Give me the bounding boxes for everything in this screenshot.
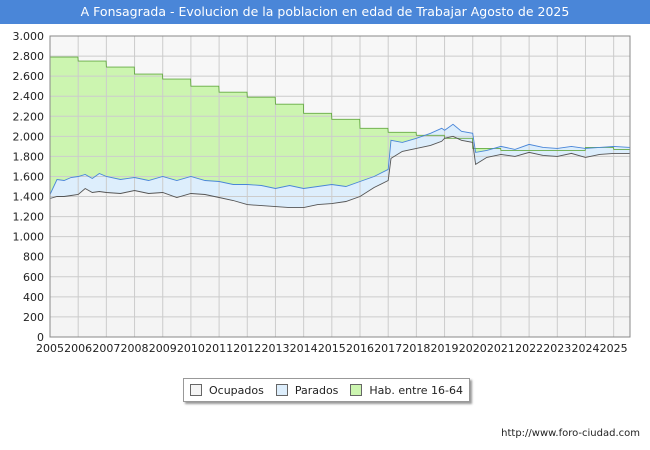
x-tick-label-0: 2005 <box>36 342 64 355</box>
x-tick-label-5: 2010 <box>177 342 205 355</box>
x-tick-label-20: 2025 <box>600 342 628 355</box>
y-tick-label-11: 2.200 <box>13 110 45 123</box>
source-url[interactable]: http://www.foro-ciudad.com <box>501 428 640 439</box>
x-tick-label-1: 2006 <box>64 342 92 355</box>
legend-label-ocupados: Ocupados <box>208 383 264 397</box>
line-ocupados <box>49 135 630 209</box>
x-tick-label-15: 2020 <box>459 342 487 355</box>
y-tick-label-0: 0 <box>37 331 44 344</box>
legend-swatch-ocupados <box>189 384 202 396</box>
legend-item-parados: Parados <box>275 383 339 397</box>
x-tick-label-19: 2024 <box>571 342 599 355</box>
y-tick-label-15: 3.000 <box>13 30 45 43</box>
x-tick-label-16: 2021 <box>487 342 515 355</box>
y-tick-label-8: 1.600 <box>13 170 45 183</box>
x-tick-label-14: 2019 <box>431 342 459 355</box>
x-tick-label-2: 2007 <box>92 342 120 355</box>
chart-legend: Ocupados Parados Hab. entre 16-64 <box>183 378 470 402</box>
x-tick-label-9: 2014 <box>290 342 318 355</box>
y-tick-label-1: 200 <box>23 311 44 324</box>
legend-label-hab: Hab. entre 16-64 <box>369 383 463 397</box>
x-tick-label-13: 2018 <box>402 342 430 355</box>
x-tick-label-3: 2008 <box>121 342 149 355</box>
x-tick-label-12: 2017 <box>374 342 402 355</box>
y-tick-label-2: 400 <box>23 291 44 304</box>
x-tick-label-4: 2009 <box>149 342 177 355</box>
x-tick-label-7: 2012 <box>233 342 261 355</box>
line-parados <box>49 123 631 195</box>
x-tick-label-17: 2022 <box>515 342 543 355</box>
x-tick-label-18: 2023 <box>543 342 571 355</box>
y-tick-label-6: 1.200 <box>13 211 45 224</box>
y-tick-label-7: 1.400 <box>13 191 45 204</box>
y-tick-label-12: 2.400 <box>13 90 45 103</box>
legend-swatch-parados <box>275 384 288 396</box>
x-tick-label-11: 2016 <box>346 342 374 355</box>
plot-frame <box>49 35 631 338</box>
chart-title: A Fonsagrada - Evolucion de la poblacion… <box>0 0 650 24</box>
y-tick-label-9: 1.800 <box>13 150 45 163</box>
y-tick-label-10: 2.000 <box>13 130 45 143</box>
y-tick-label-14: 2.800 <box>13 50 45 63</box>
x-tick-label-8: 2013 <box>261 342 289 355</box>
line-hab-entre-16-64 <box>50 56 630 151</box>
legend-swatch-hab <box>350 384 363 396</box>
y-tick-label-13: 2.600 <box>13 70 45 83</box>
legend-item-hab: Hab. entre 16-64 <box>350 384 463 397</box>
y-tick-label-5: 1.000 <box>13 231 45 244</box>
x-tick-label-6: 2011 <box>205 342 233 355</box>
y-tick-label-4: 800 <box>23 251 44 264</box>
legend-item-ocupados: Ocupados <box>189 383 264 397</box>
legend-label-parados: Parados <box>294 383 339 397</box>
y-tick-label-3: 600 <box>23 271 44 284</box>
x-tick-label-10: 2015 <box>318 342 346 355</box>
